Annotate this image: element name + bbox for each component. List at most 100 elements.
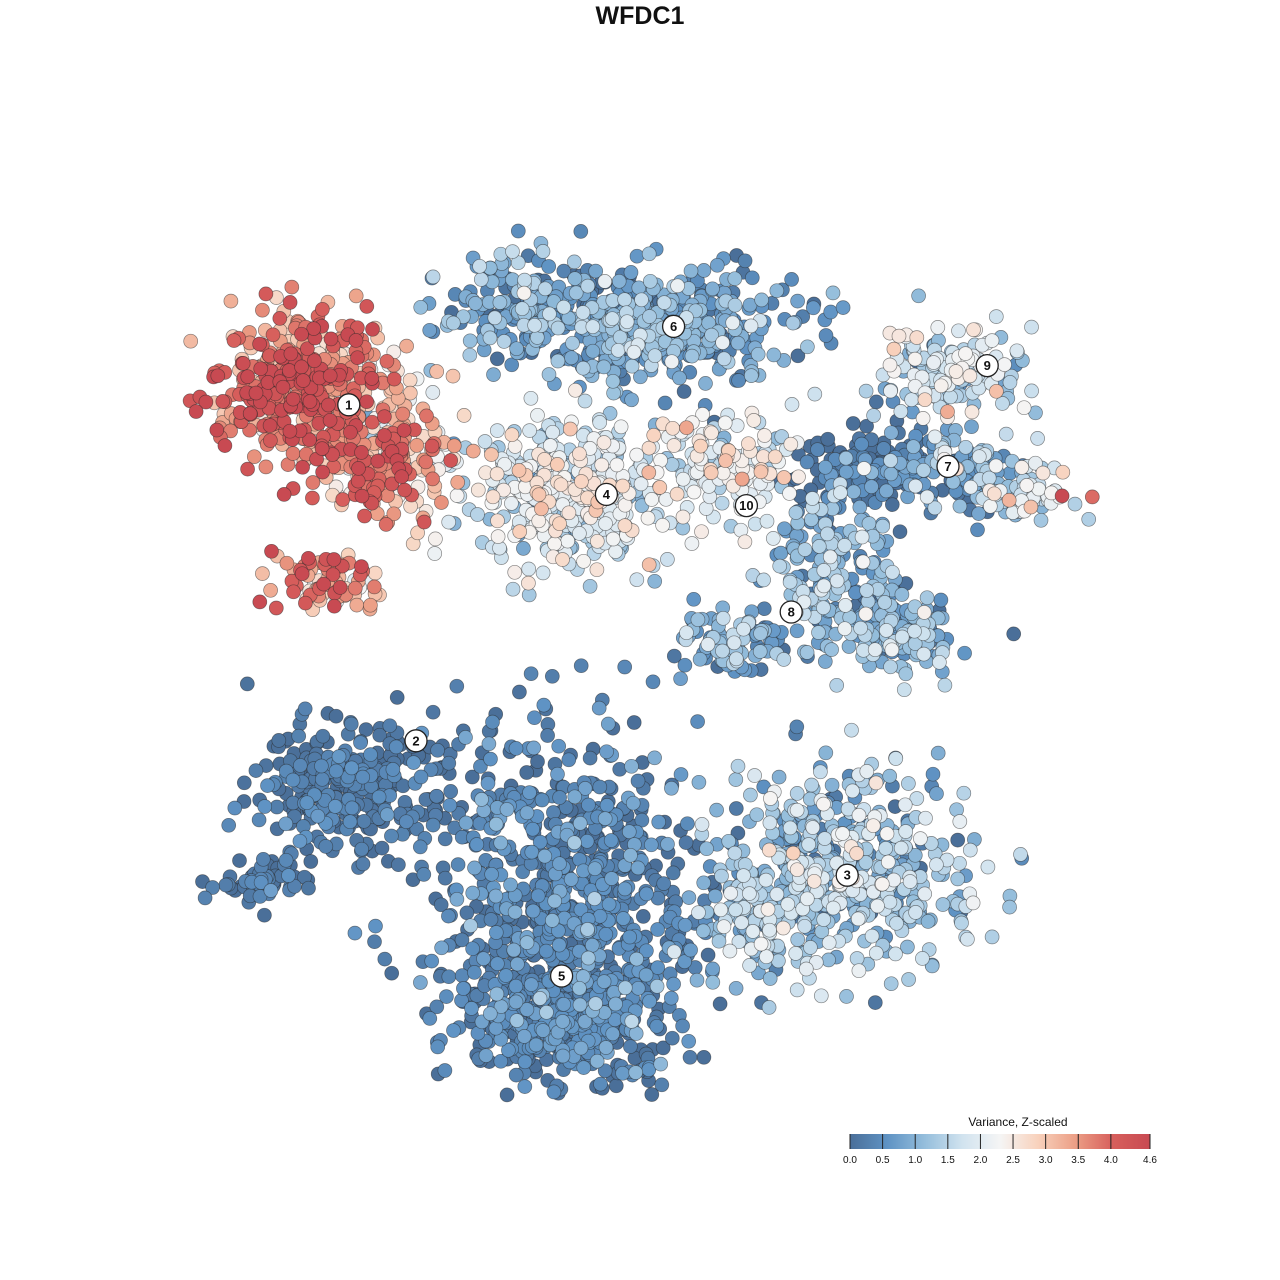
cell-point-cluster-3: [713, 902, 729, 918]
cell-point-cluster-9: [915, 411, 931, 426]
cell-point-cluster-3: [913, 831, 928, 846]
cell-point-cluster-2: [443, 784, 459, 799]
cell-point-cluster-5: [530, 754, 545, 769]
cell-point-cluster-7: [1055, 464, 1071, 480]
cell-point-cluster-8: [752, 644, 768, 659]
cell-point-cluster-4: [615, 478, 631, 494]
cell-point-cluster-3: [731, 934, 747, 950]
cell-point-cluster-3: [762, 815, 778, 831]
cell-point-cluster-6: [619, 314, 635, 330]
cell-point-cluster-5: [503, 877, 518, 893]
cell-point-cluster-3: [745, 924, 761, 939]
cell-point-cluster-3: [888, 751, 904, 766]
cell-point-cluster-5: [644, 1087, 660, 1102]
cell-point-cluster-10: [693, 438, 708, 454]
cell-point-cluster-3: [929, 786, 944, 802]
cell-point-cluster-4: [647, 573, 663, 589]
cell-point-cluster-5: [664, 780, 679, 796]
cell-point-cluster-5: [567, 789, 583, 805]
cell-point-cluster-5: [499, 1087, 515, 1103]
cell-point-cluster-6: [604, 311, 620, 327]
cell-point-cluster-3: [769, 886, 785, 902]
cell-point-cluster-3: [816, 796, 831, 812]
cell-point-cluster-6: [542, 306, 557, 322]
cell-point-cluster-3: [907, 847, 923, 863]
cell-point-cluster-5: [424, 953, 440, 969]
cell-point-cluster-6: [670, 278, 685, 294]
cell-point-cluster-3: [849, 951, 865, 966]
cell-point-cluster-8: [907, 623, 922, 639]
cell-point-cluster-5: [416, 867, 432, 882]
cell-point-cluster-6: [790, 293, 805, 309]
cell-point-cluster-5: [572, 980, 587, 996]
cell-point-cluster-3: [798, 961, 814, 977]
cell-point-cluster-5: [626, 715, 642, 730]
cell-point-cluster-4: [617, 518, 633, 533]
cell-point-cluster-8: [884, 642, 900, 658]
cell-point-cluster-7: [981, 470, 997, 486]
cell-point-cluster-5: [728, 801, 744, 816]
cell-point-cluster-10: [669, 486, 685, 502]
cell-point-cluster-2: [464, 769, 480, 785]
cell-point-cluster-9: [948, 364, 964, 379]
cell-point-cluster-8: [879, 623, 894, 638]
cell-point-cluster-5: [630, 860, 646, 876]
cell-point-cluster-3: [742, 958, 757, 973]
cell-point-cluster-2: [437, 831, 453, 847]
cell-point-cluster-5: [519, 935, 535, 950]
cell-point-cluster-5: [651, 814, 667, 830]
cell-point-cluster-3: [918, 810, 933, 826]
cell-point-cluster-4: [561, 505, 577, 521]
cell-point-cluster-3: [711, 933, 727, 949]
cell-point-cluster-5: [647, 750, 662, 766]
cell-point-cluster-2: [314, 771, 330, 787]
cell-point-cluster-4: [613, 419, 629, 435]
cell-point-cluster-2: [389, 690, 405, 705]
cell-point-cluster-5: [439, 989, 454, 1004]
cell-point-cluster-5: [434, 940, 449, 956]
cell-point-cluster-3: [960, 931, 975, 947]
cell-point-cluster-10: [741, 436, 756, 452]
cell-point-cluster-3: [835, 826, 850, 841]
cell-point-cluster-8: [837, 621, 853, 637]
cell-point-cluster-5: [483, 751, 498, 767]
cell-point-cluster-4: [608, 544, 623, 559]
cell-point-cluster-8: [715, 610, 731, 626]
cell-point-cluster-3: [902, 874, 918, 889]
cell-point-cluster-5: [384, 965, 400, 981]
cell-point-cluster-3: [1013, 847, 1028, 862]
cell-point-cluster-4: [531, 513, 547, 529]
cell-point-cluster-3: [839, 989, 854, 1004]
cell-point-cluster-5: [584, 937, 600, 953]
cell-point-cluster-4: [572, 446, 587, 462]
cell-point-cluster-9: [1016, 400, 1032, 416]
cell-point-cluster-1: [446, 438, 462, 454]
cell-point-cluster-2: [263, 883, 279, 898]
cell-point-cluster-4: [485, 489, 501, 505]
cell-point-cluster-5: [456, 981, 471, 996]
cell-point-cluster-5: [705, 961, 721, 977]
cell-point-cluster-5: [645, 674, 661, 690]
cell-point-cluster-4: [552, 516, 567, 532]
cell-point-cluster-8: [817, 654, 833, 669]
cell-point-cluster-8: [892, 524, 908, 540]
cell-point-cluster-6: [823, 304, 839, 320]
cell-point-cluster-5: [368, 918, 383, 934]
cell-point-cluster-7: [952, 498, 968, 514]
cell-point-cluster-6: [805, 300, 821, 316]
cell-point-cluster-4: [530, 407, 545, 423]
cell-point-cluster-7: [854, 436, 869, 452]
cell-point-cluster-5: [539, 1004, 554, 1020]
cell-point-cluster-7: [838, 450, 854, 466]
cell-point-cluster-3: [813, 988, 829, 1004]
cell-point-cluster-7: [845, 416, 861, 431]
cell-point-cluster-4: [470, 482, 486, 498]
cell-point-cluster-3: [900, 939, 915, 955]
cell-point-cluster-5: [599, 798, 615, 813]
cell-point-cluster-3: [962, 842, 978, 858]
cell-point-cluster-4: [511, 463, 527, 478]
cell-point-cluster-6: [624, 358, 640, 374]
cell-point-cluster-5: [675, 1018, 690, 1034]
cell-point-cluster-5: [690, 714, 705, 729]
cell-point-cluster-7: [883, 453, 898, 468]
